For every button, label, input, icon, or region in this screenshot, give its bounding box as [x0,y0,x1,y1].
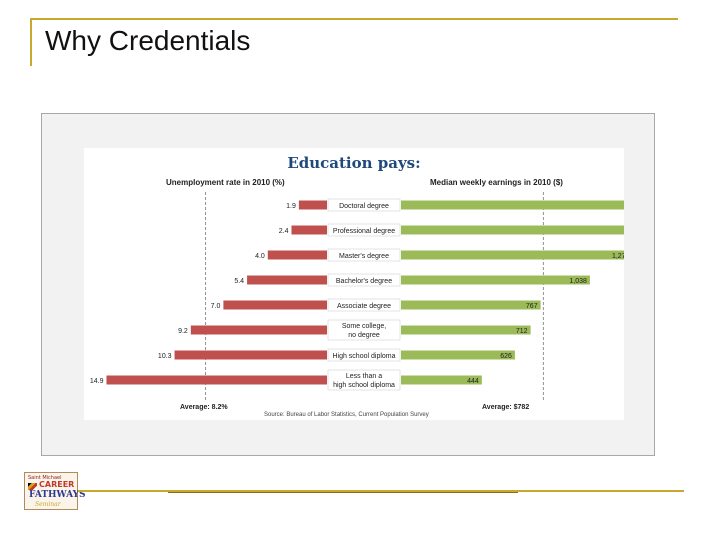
category-label-master-s-degree: Master's degree [339,253,389,260]
frame-top-rule [30,18,678,20]
unemployment-value-master-s-degree: 4.0 [255,253,265,260]
earnings-value-master-s-degree: 1,272 [612,253,624,260]
unemployment-bar-master-s-degree [267,250,327,260]
category-label-less-than-a-high-school-diploma-1: Less than a [346,373,382,380]
earnings-bar-bachelor-s-degree [401,275,590,285]
unemployment-bar-less-than-a-high-school-diploma [106,375,327,385]
unemployment-bar-bachelor-s-degree [247,275,327,285]
source-note: Source: Bureau of Labor Statistics, Curr… [264,412,429,418]
earnings-bar-professional-degree [401,225,624,235]
earnings-average-label: Average: $782 [482,404,529,411]
unemployment-bar-associate-degree [223,300,327,310]
chart-title: Education pays: [287,154,420,172]
earnings-value-associate-degree: 767 [526,303,538,310]
category-label-doctoral-degree: Doctoral degree [339,203,389,210]
unemployment-value-some-college-no-degree: 9.2 [178,328,188,335]
unemployment-value-doctoral-degree: 1.9 [286,203,296,210]
footer-rule [78,490,684,492]
category-label-bachelor-s-degree: Bachelor's degree [336,278,392,285]
unemployment-average-label: Average: 8.2% [180,404,228,411]
category-label-high-school-diploma: High school diploma [332,353,395,360]
education-pays-chart: Education pays:Unemployment rate in 2010… [90,154,624,418]
earnings-value-some-college-no-degree: 712 [516,328,528,335]
frame-left-rule [30,18,32,66]
earnings-value-high-school-diploma: 626 [500,353,512,360]
unemployment-bar-high-school-diploma [174,350,327,360]
earnings-bar-master-s-degree [401,250,624,260]
earnings-bar-some-college-no-degree [401,325,531,335]
category-label-some-college-no-degree-2: no degree [348,332,380,339]
unemployment-value-associate-degree: 7.0 [211,303,221,310]
earnings-header: Median weekly earnings in 2010 ($) [430,178,563,187]
unemployment-bar-doctoral-degree [298,200,327,210]
unemployment-value-high-school-diploma: 10.3 [158,353,172,360]
unemployment-header: Unemployment rate in 2010 (%) [166,178,285,187]
category-box-less-than-a-high-school-diploma [327,369,401,391]
slide-title: Why Credentials [45,25,251,56]
career-pathways-logo: Saint Michael CAREER FATHWAYS Seminar [24,472,86,510]
earnings-value-bachelor-s-degree: 1,038 [569,278,587,285]
earnings-bar-less-than-a-high-school-diploma [401,375,482,385]
category-label-some-college-no-degree-1: Some college, [342,323,386,330]
category-box-professional-degree [327,223,401,237]
logo-line4: Seminar [35,501,61,508]
logo-line2: CAREER [39,480,75,489]
footer-rule-accent [168,492,518,493]
unemployment-value-bachelor-s-degree: 5.4 [234,278,244,285]
logo-line3: FATHWAYS [29,490,86,500]
earnings-bar-doctoral-degree [401,200,624,210]
unemployment-bar-some-college-no-degree [190,325,327,335]
unemployment-value-less-than-a-high-school-diploma: 14.9 [90,378,104,385]
category-box-high-school-diploma [327,348,401,362]
category-box-associate-degree [327,298,401,312]
category-box-master-s-degree [327,248,401,262]
earnings-value-less-than-a-high-school-diploma: 444 [467,378,479,385]
logo-line1: Saint Michael [28,475,62,481]
unemployment-value-professional-degree: 2.4 [279,228,289,235]
earnings-bar-associate-degree [401,300,541,310]
category-label-less-than-a-high-school-diploma-2: high school diploma [333,382,395,389]
earnings-bar-high-school-diploma [401,350,515,360]
unemployment-bar-professional-degree [291,225,327,235]
category-label-professional-degree: Professional degree [333,228,395,235]
category-box-doctoral-degree [327,198,401,212]
category-box-bachelor-s-degree [327,273,401,287]
maryland-flag-icon [28,483,37,490]
category-box-some-college-no-degree [327,319,401,341]
category-label-associate-degree: Associate degree [337,303,391,310]
